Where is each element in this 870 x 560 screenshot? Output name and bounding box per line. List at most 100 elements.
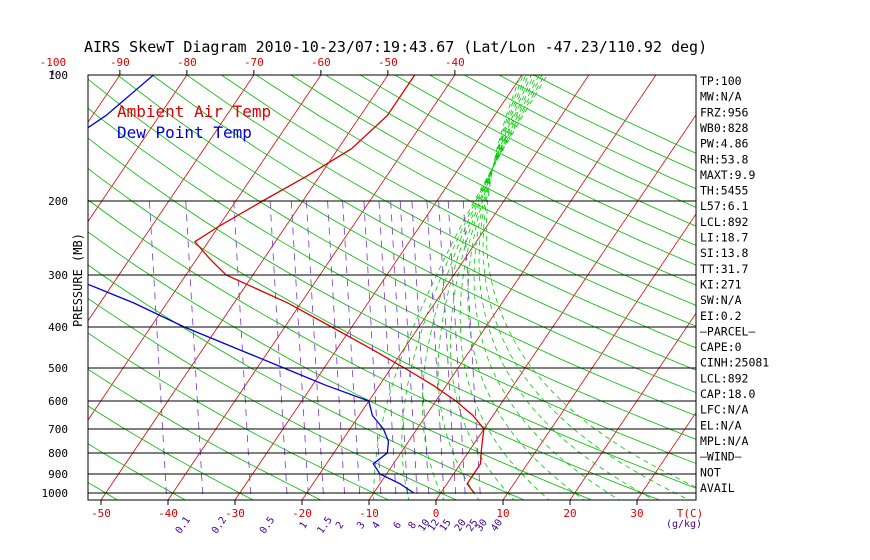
mixing-ratio-line <box>342 199 361 500</box>
mixing-ratio-line <box>290 199 309 500</box>
dry-adiabat-line <box>464 75 696 190</box>
dry-adiabat-line <box>151 75 696 371</box>
stability-index-item: SI:13.8 <box>700 246 749 260</box>
pressure-tick-label: 400 <box>48 321 68 334</box>
stability-index-item: MW:N/A <box>700 90 742 104</box>
pressure-tick-label: 100 <box>48 69 68 82</box>
mixing-ratio-label: 8 <box>407 520 419 531</box>
mixing-ratio-line <box>378 199 397 500</box>
mixing-ratio-line <box>363 199 382 500</box>
stability-index-item: LCL:892 <box>700 371 748 385</box>
dry-adiabat-line <box>88 107 696 440</box>
isotherm-line <box>435 114 696 500</box>
stability-index-item: LCL:892 <box>700 215 748 229</box>
dry-adiabat-line <box>0 75 53 502</box>
plot-frame <box>87 74 697 501</box>
stability-index-item: TP:100 <box>700 74 742 88</box>
dry-adiabat-line <box>498 75 696 172</box>
top-temp-tick-label: -80 <box>177 56 197 69</box>
isotherm-line <box>167 75 456 500</box>
stability-index-item: TH:5455 <box>700 184 748 198</box>
stability-index-item: AVAIL <box>700 481 735 495</box>
top-temp-tick-label: -60 <box>311 56 331 69</box>
legend-ambient-temp: Ambient Air Temp <box>117 102 271 121</box>
moist-adiabat-line <box>421 75 543 500</box>
isotherm-line <box>88 75 188 223</box>
ambient-temp-trace <box>193 75 485 494</box>
stability-index-item: EI:0.2 <box>700 309 742 323</box>
stability-index-item: CAPE:0 <box>700 340 742 354</box>
pressure-tick-label: 300 <box>48 269 68 282</box>
bottom-temp-tick-label: 10 <box>496 507 509 520</box>
pressure-tick-label: 900 <box>48 468 68 481</box>
mixing-ratio-line <box>438 199 457 500</box>
mixing-ratio-line <box>149 199 168 500</box>
mixing-ratio-line <box>426 199 445 500</box>
dry-adiabat-line <box>88 481 119 500</box>
bottom-temp-tick-label: -30 <box>225 507 245 520</box>
top-temp-tick-label: -40 <box>445 56 465 69</box>
stability-index-item: CAP:18.0 <box>700 387 755 401</box>
stability-index-item: —WIND— <box>700 450 742 464</box>
pressure-tick-label: 800 <box>48 447 68 460</box>
isotherm-line <box>88 75 322 421</box>
pressure-tick-label: 600 <box>48 395 68 408</box>
isotherm-line <box>502 213 696 500</box>
isotherm-line <box>825 55 870 520</box>
dry-adiabat-line <box>88 332 390 500</box>
bottom-temp-tick-label: -50 <box>91 507 111 520</box>
dry-adiabat-line <box>88 405 255 500</box>
isotherm-line <box>301 75 590 500</box>
isotherm-line <box>636 411 696 500</box>
dry-adiabat-line <box>88 297 458 500</box>
isotherm-line <box>88 75 255 322</box>
stability-index-item: WB0:828 <box>700 121 749 135</box>
dry-adiabat-line <box>429 75 696 208</box>
mixing-ratio-label: 30 <box>474 517 490 533</box>
stability-index-item: PW:4.86 <box>700 137 749 151</box>
moist-adiabat-line <box>473 75 621 500</box>
isotherm-line <box>569 312 696 500</box>
moist-adiabat-line <box>482 75 691 500</box>
isotherm-line <box>100 75 389 500</box>
mixing-ratio-label: 0.5 <box>258 515 277 536</box>
stability-index-item: EL:N/A <box>700 418 742 432</box>
bottom-temp-tick-label: -40 <box>158 507 178 520</box>
dry-adiabat-line <box>255 75 696 306</box>
mixing-ratio-line <box>269 199 288 500</box>
mixing-ratio-line <box>390 199 409 500</box>
dew-point-trace <box>88 75 415 494</box>
dry-adiabat-line <box>88 78 696 417</box>
dry-adiabat-line <box>88 231 593 500</box>
dry-adiabat-line <box>186 75 696 349</box>
stability-index-item: L57:6.1 <box>700 199 749 213</box>
moist-adiabat-line <box>467 75 586 500</box>
dry-adiabat-line <box>394 75 696 227</box>
stability-index-item: MAXT:9.9 <box>700 168 755 182</box>
stability-index-item: KI:271 <box>700 277 742 291</box>
mixing-ratio-line <box>327 199 346 500</box>
moist-adiabat-line <box>459 75 550 500</box>
moist-adiabat-line <box>437 75 540 500</box>
dry-adiabat-line <box>88 137 696 464</box>
mixing-ratio-label: 4 <box>370 520 382 531</box>
isotherm-line <box>368 75 657 500</box>
legend-dew-point: Dew Point Temp <box>117 123 252 142</box>
dry-adiabat-line <box>88 199 661 500</box>
dry-adiabat-line <box>88 264 526 500</box>
mixing-ratio-line <box>447 199 466 500</box>
mixing-ratio-line <box>233 199 252 500</box>
stability-index-item: CINH:25081 <box>700 356 769 370</box>
top-temp-tick-label: -100 <box>40 56 67 69</box>
mixing-ratio-line <box>185 199 204 500</box>
stability-index-item: SW:N/A <box>700 293 742 307</box>
top-temp-tick-label: -90 <box>110 56 130 69</box>
y-axis-label: PRESSURE (MB) <box>71 233 85 327</box>
sounding-traces <box>88 75 485 494</box>
pressure-tick-label: 500 <box>48 362 68 375</box>
bottom-temp-tick-label: 30 <box>630 507 643 520</box>
top-temp-tick-label: -70 <box>244 56 264 69</box>
mixing-ratio-label: 15 <box>438 517 454 533</box>
